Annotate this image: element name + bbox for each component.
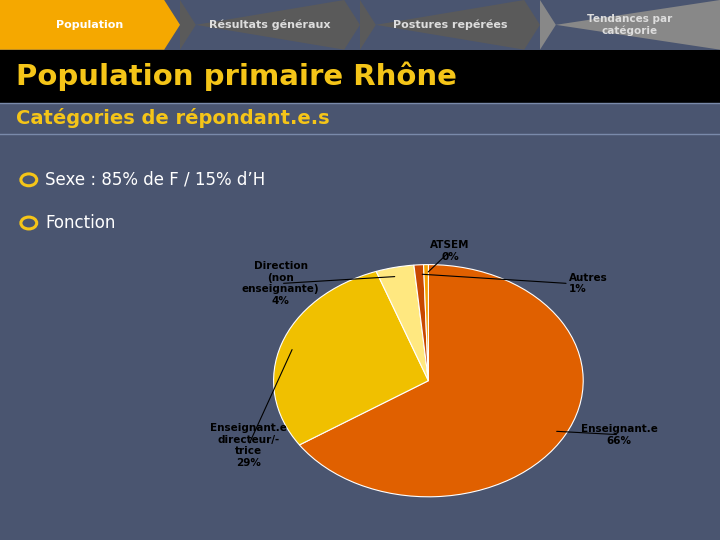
Text: Résultats généraux: Résultats généraux (210, 19, 330, 30)
Polygon shape (540, 0, 720, 50)
Wedge shape (274, 272, 428, 445)
Wedge shape (414, 265, 428, 381)
Text: Direction
(non
enseignante)
4%: Direction (non enseignante) 4% (242, 261, 320, 306)
Bar (0, 50, 720, 103)
Text: Enseignant.e
66%: Enseignant.e 66% (581, 424, 657, 446)
Text: Autres
1%: Autres 1% (569, 273, 608, 294)
Text: Population primaire Rhône: Population primaire Rhône (16, 62, 456, 91)
Text: Tendances par
catégorie: Tendances par catégorie (588, 14, 672, 36)
Polygon shape (360, 0, 540, 50)
Text: Catégories de répondant.e.s: Catégories de répondant.e.s (16, 108, 330, 129)
Text: Fonction: Fonction (45, 214, 116, 232)
Wedge shape (300, 265, 583, 497)
Polygon shape (0, 0, 180, 50)
Wedge shape (377, 265, 428, 381)
Wedge shape (423, 265, 428, 381)
Text: Enseignant.e
directeur/-
trice
29%: Enseignant.e directeur/- trice 29% (210, 423, 287, 468)
Text: Sexe : 85% de F / 15% d’H: Sexe : 85% de F / 15% d’H (45, 171, 266, 189)
Text: ATSEM
0%: ATSEM 0% (431, 240, 469, 262)
Text: Postures repérées: Postures repérées (392, 19, 508, 30)
Text: Population: Population (56, 20, 124, 30)
Polygon shape (180, 0, 360, 50)
